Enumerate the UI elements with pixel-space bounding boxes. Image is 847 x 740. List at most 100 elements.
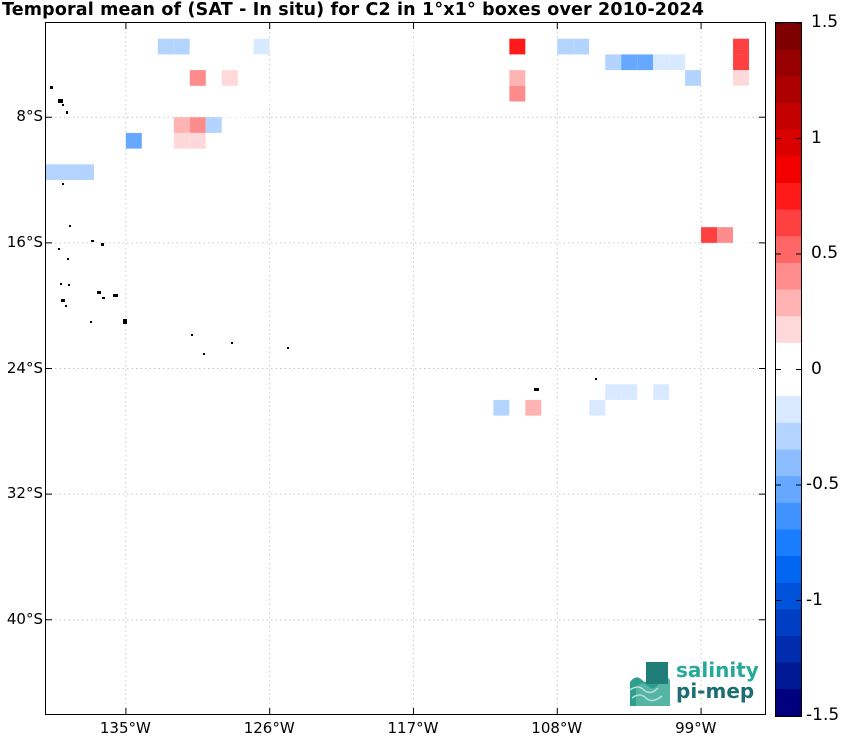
data-cell xyxy=(509,415,526,432)
island xyxy=(102,297,105,299)
data-cell xyxy=(46,164,62,181)
colorbar-segment xyxy=(776,556,801,584)
data-cell xyxy=(653,384,670,400)
data-cell xyxy=(669,384,686,400)
data-cell xyxy=(589,38,606,55)
y-tick-label: 16°S xyxy=(6,232,43,251)
y-tick-label: 24°S xyxy=(6,358,43,377)
data-cell xyxy=(717,70,734,86)
colorbar-segment xyxy=(776,316,801,344)
data-cell xyxy=(653,54,670,71)
island xyxy=(287,347,289,349)
data-cell xyxy=(205,38,222,55)
island xyxy=(123,319,127,324)
data-cell xyxy=(733,242,750,259)
island xyxy=(203,353,205,355)
colorbar-segment xyxy=(776,609,801,637)
colorbar-segment xyxy=(776,182,801,211)
island xyxy=(61,299,65,302)
data-cell xyxy=(445,38,462,55)
colorbar xyxy=(776,23,801,717)
data-cell xyxy=(509,85,526,102)
island xyxy=(91,240,94,242)
island xyxy=(58,248,60,250)
logo-text-pimep: pi-mep xyxy=(676,679,755,703)
island xyxy=(66,111,68,114)
data-cell xyxy=(669,54,686,71)
data-cell xyxy=(173,117,190,133)
colorbar-label: 0.5 xyxy=(811,243,839,263)
logo-wave-icon xyxy=(629,662,670,706)
data-cell xyxy=(621,384,638,400)
data-cell xyxy=(189,132,206,149)
island xyxy=(69,225,71,227)
logo-text-salinity: salinity xyxy=(676,658,759,682)
colorbar-segment xyxy=(776,342,801,370)
colorbar-segment xyxy=(776,636,801,664)
data-cell xyxy=(605,384,622,400)
colorbar-segment xyxy=(776,449,801,477)
colorbar-frame xyxy=(775,22,802,717)
data-cell xyxy=(141,38,158,55)
y-tick-label: 32°S xyxy=(6,484,43,503)
colorbar-segment xyxy=(776,476,801,504)
colorbar-segment xyxy=(776,236,801,264)
colorbar-segment xyxy=(776,102,801,131)
data-cell xyxy=(237,101,254,118)
salinity-pi-mep-logo: salinity pi-mep xyxy=(628,658,759,708)
map-title: Temporal mean of (SAT - In situ) for C2 … xyxy=(2,0,705,20)
colorbar-label: -1 xyxy=(806,589,823,610)
data-cell xyxy=(717,227,734,243)
data-cell xyxy=(189,38,206,55)
colorbar-segment xyxy=(776,76,801,104)
data-cell xyxy=(125,132,142,149)
y-tick-label: 40°S xyxy=(6,609,43,628)
island xyxy=(90,321,92,323)
data-cell xyxy=(701,70,718,86)
colorbar-segment xyxy=(776,129,801,157)
colorbar-label: -0.5 xyxy=(806,474,840,494)
data-cell xyxy=(237,38,254,55)
data-cell xyxy=(701,227,718,243)
data-cell xyxy=(509,70,526,86)
colorbar-segment xyxy=(776,23,801,51)
data-cell xyxy=(525,399,542,416)
data-cell xyxy=(557,38,574,55)
data-cell xyxy=(733,70,750,86)
island xyxy=(231,342,233,344)
island xyxy=(534,388,539,391)
data-cells xyxy=(46,38,750,432)
data-cell xyxy=(205,117,222,133)
island xyxy=(58,99,63,103)
x-tick-label: 126°W xyxy=(243,719,295,737)
colorbar-segment xyxy=(776,49,801,77)
island xyxy=(65,305,67,307)
data-cell xyxy=(253,38,270,55)
data-cell xyxy=(189,117,206,133)
island xyxy=(62,104,64,106)
data-cell xyxy=(221,38,238,55)
data-cell xyxy=(541,38,558,55)
data-cell xyxy=(157,132,174,149)
data-cell xyxy=(157,38,174,55)
data-cell xyxy=(589,399,606,416)
colorbar-segment xyxy=(776,582,801,610)
colorbar-segment xyxy=(776,156,801,184)
map-frame xyxy=(45,22,766,715)
island xyxy=(101,243,104,246)
data-cell xyxy=(221,101,238,118)
data-cell xyxy=(493,399,510,416)
grid-lines xyxy=(46,23,765,714)
colorbar-segment xyxy=(776,396,801,424)
data-cell xyxy=(685,70,702,86)
data-cell xyxy=(621,54,638,71)
axis-ticks xyxy=(46,23,765,714)
data-cell xyxy=(509,38,526,55)
colorbar-segment xyxy=(776,662,801,690)
island xyxy=(68,284,70,286)
colorbar-label: 0 xyxy=(811,358,822,379)
data-cell xyxy=(221,70,238,86)
colorbar-ticks xyxy=(776,22,801,717)
x-tick-label: 135°W xyxy=(99,719,151,737)
